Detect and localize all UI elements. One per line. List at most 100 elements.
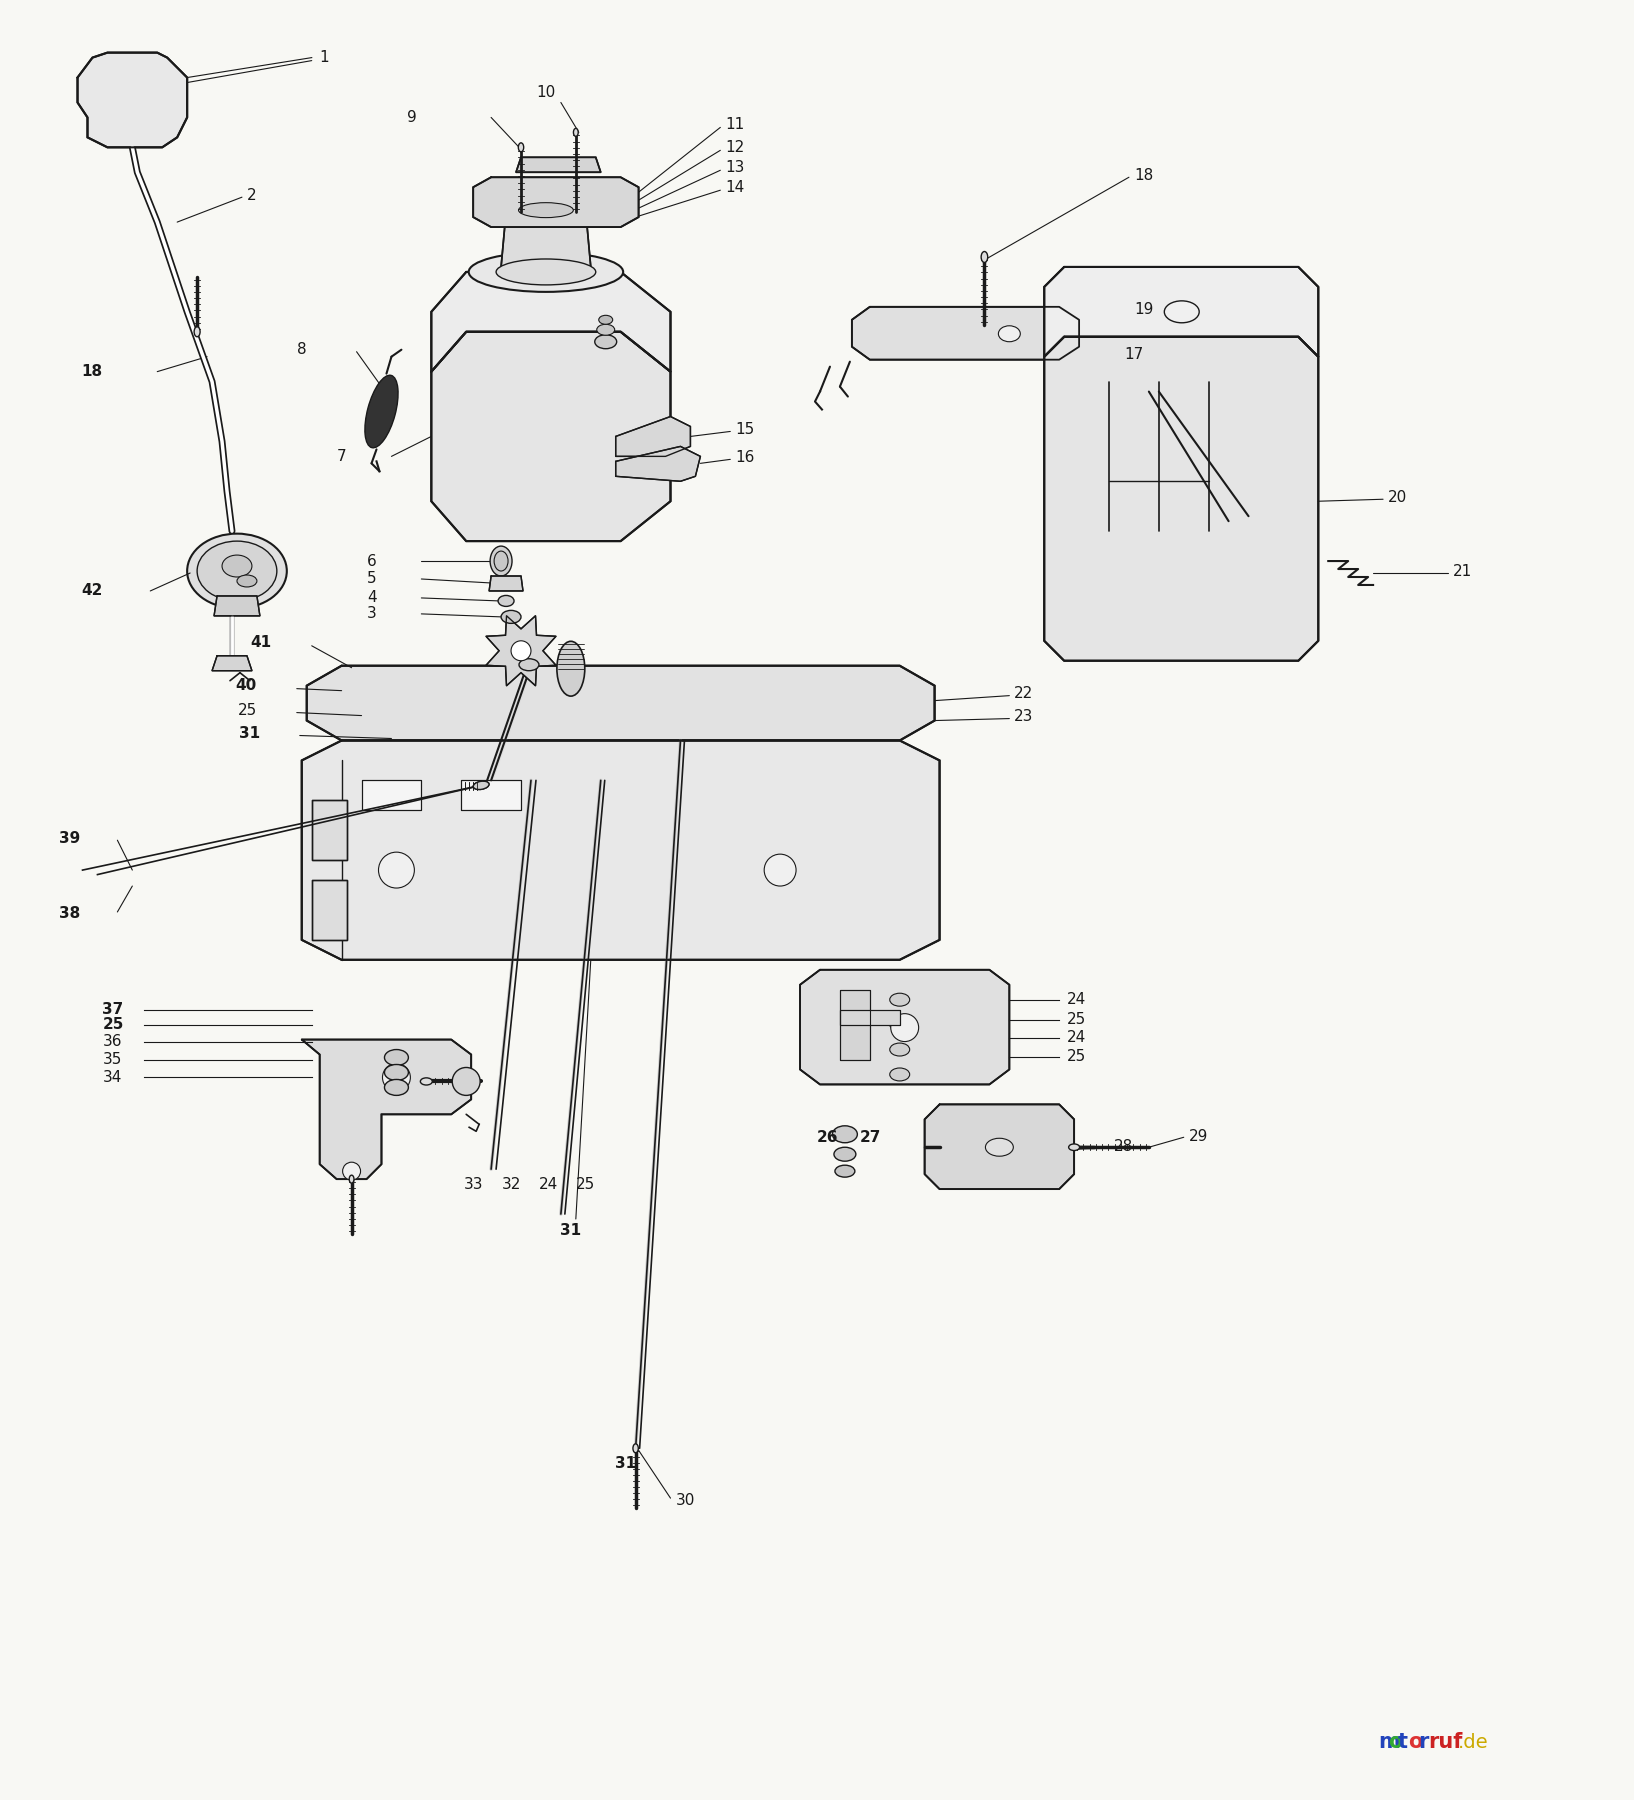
Text: 31: 31 bbox=[239, 725, 260, 742]
Text: 38: 38 bbox=[59, 907, 80, 922]
Ellipse shape bbox=[835, 1165, 855, 1177]
Text: 4: 4 bbox=[368, 590, 376, 605]
Text: .de: .de bbox=[1458, 1733, 1489, 1751]
Text: 20: 20 bbox=[1387, 490, 1407, 504]
Polygon shape bbox=[474, 176, 639, 227]
Text: 15: 15 bbox=[735, 421, 755, 437]
Text: 31: 31 bbox=[560, 1224, 582, 1238]
Polygon shape bbox=[851, 306, 1078, 360]
Ellipse shape bbox=[384, 1080, 408, 1096]
Text: 41: 41 bbox=[250, 635, 271, 650]
Text: 36: 36 bbox=[103, 1033, 123, 1049]
Ellipse shape bbox=[765, 855, 796, 886]
Text: 37: 37 bbox=[103, 1003, 124, 1017]
Text: 24: 24 bbox=[1067, 992, 1087, 1008]
Text: 25: 25 bbox=[1067, 1049, 1087, 1064]
Ellipse shape bbox=[557, 641, 585, 697]
Text: t: t bbox=[1399, 1732, 1409, 1753]
Ellipse shape bbox=[490, 545, 511, 576]
Text: 19: 19 bbox=[1134, 302, 1154, 317]
Text: 24: 24 bbox=[539, 1177, 559, 1192]
Text: o: o bbox=[1409, 1732, 1422, 1753]
Ellipse shape bbox=[891, 1019, 910, 1031]
Polygon shape bbox=[840, 1010, 900, 1024]
Polygon shape bbox=[502, 212, 592, 266]
Text: ruf: ruf bbox=[1428, 1732, 1462, 1753]
Ellipse shape bbox=[237, 574, 257, 587]
Polygon shape bbox=[431, 272, 670, 371]
Ellipse shape bbox=[222, 554, 252, 578]
Text: 14: 14 bbox=[725, 180, 745, 194]
Ellipse shape bbox=[188, 533, 288, 608]
Ellipse shape bbox=[511, 641, 531, 661]
Ellipse shape bbox=[595, 335, 616, 349]
Ellipse shape bbox=[1165, 301, 1199, 322]
Polygon shape bbox=[461, 781, 521, 810]
Text: 32: 32 bbox=[502, 1177, 521, 1192]
Polygon shape bbox=[312, 880, 346, 940]
Ellipse shape bbox=[891, 1067, 910, 1082]
Polygon shape bbox=[616, 416, 691, 457]
Ellipse shape bbox=[382, 1064, 410, 1091]
Text: 40: 40 bbox=[235, 679, 257, 693]
Text: 8: 8 bbox=[297, 342, 307, 356]
Text: 21: 21 bbox=[1453, 563, 1472, 578]
Polygon shape bbox=[214, 596, 260, 616]
Polygon shape bbox=[485, 616, 556, 686]
Ellipse shape bbox=[598, 315, 613, 324]
Text: 2: 2 bbox=[247, 187, 257, 203]
Ellipse shape bbox=[502, 610, 521, 623]
Text: 9: 9 bbox=[407, 110, 417, 124]
Text: 25: 25 bbox=[1067, 1012, 1087, 1028]
Ellipse shape bbox=[596, 324, 614, 335]
Text: 3: 3 bbox=[366, 607, 376, 621]
Text: 39: 39 bbox=[59, 830, 80, 846]
Text: 28: 28 bbox=[1114, 1139, 1134, 1154]
Text: 33: 33 bbox=[464, 1177, 484, 1192]
Polygon shape bbox=[1044, 266, 1319, 356]
Ellipse shape bbox=[574, 128, 578, 137]
Polygon shape bbox=[361, 781, 422, 810]
Text: 13: 13 bbox=[725, 160, 745, 175]
Polygon shape bbox=[307, 666, 935, 740]
Ellipse shape bbox=[507, 200, 585, 221]
Text: r: r bbox=[1418, 1732, 1428, 1753]
Ellipse shape bbox=[493, 551, 508, 571]
Polygon shape bbox=[925, 1105, 1074, 1190]
Ellipse shape bbox=[198, 542, 276, 601]
Ellipse shape bbox=[497, 259, 596, 284]
Ellipse shape bbox=[832, 1125, 858, 1143]
Ellipse shape bbox=[985, 1138, 1013, 1156]
Polygon shape bbox=[801, 970, 1010, 1084]
Text: 29: 29 bbox=[1188, 1129, 1208, 1143]
Ellipse shape bbox=[518, 203, 574, 218]
Polygon shape bbox=[302, 1040, 471, 1179]
Ellipse shape bbox=[632, 1444, 639, 1453]
Text: 34: 34 bbox=[103, 1069, 123, 1085]
Ellipse shape bbox=[498, 596, 515, 607]
Ellipse shape bbox=[891, 1042, 910, 1057]
Text: 6: 6 bbox=[366, 554, 376, 569]
Text: 11: 11 bbox=[725, 117, 745, 131]
Ellipse shape bbox=[980, 252, 987, 263]
Ellipse shape bbox=[453, 1067, 480, 1096]
Ellipse shape bbox=[384, 1049, 408, 1066]
Text: m: m bbox=[1377, 1732, 1400, 1753]
Ellipse shape bbox=[384, 1064, 408, 1080]
Text: 42: 42 bbox=[82, 583, 103, 598]
Text: 7: 7 bbox=[337, 448, 346, 464]
Ellipse shape bbox=[833, 1147, 856, 1161]
Text: 17: 17 bbox=[1124, 347, 1144, 362]
Text: 31: 31 bbox=[614, 1456, 636, 1471]
Ellipse shape bbox=[520, 659, 539, 671]
Text: 18: 18 bbox=[1134, 167, 1154, 184]
Polygon shape bbox=[77, 52, 188, 148]
Ellipse shape bbox=[891, 1013, 918, 1042]
Text: 35: 35 bbox=[103, 1051, 123, 1067]
Text: 26: 26 bbox=[817, 1130, 838, 1145]
Polygon shape bbox=[840, 990, 869, 1060]
Polygon shape bbox=[212, 655, 252, 671]
Ellipse shape bbox=[998, 326, 1020, 342]
Text: 25: 25 bbox=[237, 704, 257, 718]
Text: 16: 16 bbox=[735, 450, 755, 464]
